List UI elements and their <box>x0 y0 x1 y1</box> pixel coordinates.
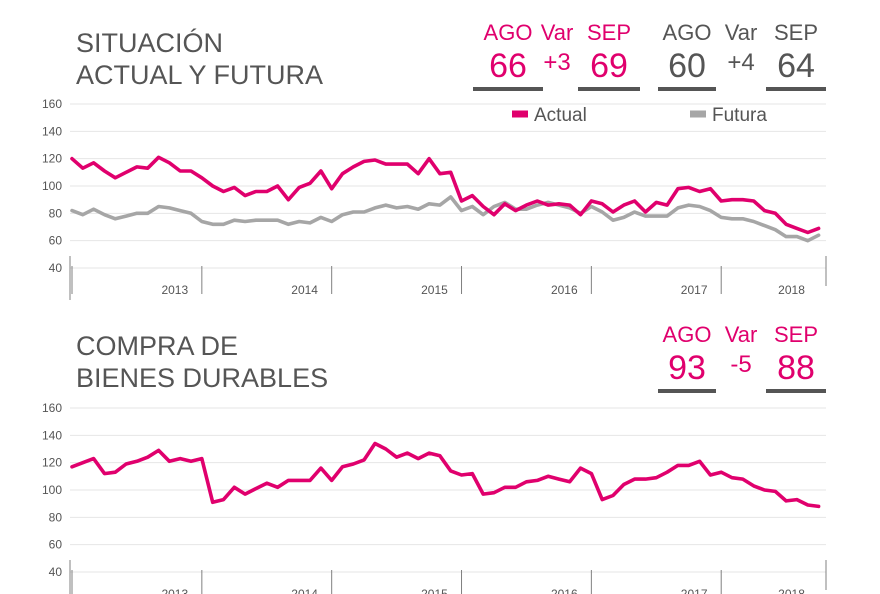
stat-value: +3 <box>543 49 571 76</box>
x-tick-label: 2018 <box>778 587 805 594</box>
chart2-title-line1: COMPRA DE <box>76 331 239 361</box>
stat-ago-futura: AGO 60 <box>658 20 716 91</box>
stat-value: +4 <box>727 49 755 76</box>
x-tick-label: 2015 <box>421 283 448 297</box>
stat-label: Var <box>724 322 758 347</box>
x-tick-label: 2016 <box>551 587 578 594</box>
x-tick-label: 2014 <box>291 587 318 594</box>
stat-value: -5 <box>730 351 752 378</box>
stat-label: SEP <box>773 322 819 347</box>
y-tick-label: 160 <box>42 97 62 111</box>
stat-sep-compra: SEP 88 <box>766 322 826 393</box>
stat-value: 93 <box>668 349 706 387</box>
stat-label: AGO <box>483 20 533 45</box>
x-tick-label: 2013 <box>161 587 188 594</box>
stat-underline <box>766 389 826 393</box>
stat-value: 88 <box>777 349 815 387</box>
y-tick-label: 40 <box>49 261 63 275</box>
stat-var-futura: Var +4 <box>718 20 764 80</box>
stat-sep-actual: SEP 69 <box>578 20 640 91</box>
series-line <box>70 441 821 509</box>
stat-label: AGO <box>662 322 712 347</box>
chart2-title: COMPRA DE BIENES DURABLES <box>76 330 328 394</box>
y-tick-label: 60 <box>49 234 63 248</box>
y-tick-label: 80 <box>49 206 63 220</box>
stat-ago-actual: AGO 66 <box>473 20 543 91</box>
chart2-title-line2: BIENES DURABLES <box>76 363 329 393</box>
y-tick-label: 140 <box>42 428 62 442</box>
x-tick-label: 2014 <box>291 283 318 297</box>
stat-label: AGO <box>662 20 712 45</box>
stat-underline <box>766 87 826 91</box>
series-actual-line <box>70 155 821 235</box>
y-tick-label: 100 <box>42 179 62 193</box>
stat-label: SEP <box>773 20 819 45</box>
y-tick-label: 60 <box>49 538 63 552</box>
y-tick-label: 160 <box>42 401 62 415</box>
stat-underline <box>658 87 716 91</box>
x-tick-label: 2017 <box>681 587 708 594</box>
y-tick-label: 100 <box>42 483 62 497</box>
stat-sep-futura: SEP 64 <box>766 20 826 91</box>
x-tick-label: 2018 <box>778 283 805 297</box>
chart1-title-line2: ACTUAL Y FUTURA <box>76 60 324 90</box>
stat-underline <box>473 87 543 91</box>
stat-label: SEP <box>586 20 632 45</box>
stat-value: 60 <box>668 47 706 85</box>
stat-value: 66 <box>489 47 527 85</box>
x-tick-label: 2013 <box>161 283 188 297</box>
x-tick-label: 2017 <box>681 283 708 297</box>
series-futura-line <box>70 195 821 243</box>
chart1-title-line1: SITUACIÓN <box>76 28 224 58</box>
legend-label-futura: Futura <box>712 105 767 126</box>
y-tick-label: 40 <box>49 565 63 579</box>
stat-value: 69 <box>590 47 628 85</box>
stat-label: Var <box>724 20 758 45</box>
stat-var-compra: Var -5 <box>718 322 764 382</box>
stat-value: 64 <box>777 47 815 85</box>
x-tick-label: 2016 <box>551 283 578 297</box>
y-tick-label: 120 <box>42 456 62 470</box>
stat-underline <box>578 87 640 91</box>
y-tick-label: 120 <box>42 152 62 166</box>
stat-var-actual: Var +3 <box>535 20 579 80</box>
legend-label-actual: Actual <box>534 105 587 126</box>
stat-ago-compra: AGO 93 <box>658 322 716 393</box>
stat-underline <box>658 389 716 393</box>
stat-label: Var <box>540 20 574 45</box>
chart1-title: SITUACIÓN ACTUAL Y FUTURA <box>76 27 323 91</box>
chart1-legend: Actual Futura <box>512 105 767 126</box>
x-tick-label: 2015 <box>421 587 448 594</box>
y-tick-label: 140 <box>42 124 62 138</box>
y-tick-label: 80 <box>49 510 63 524</box>
chart2-plot: 40 60 80 100 120 140 160 2013 2014 2015 2016 2017 20… <box>42 401 827 594</box>
chart1-plot: 40 60 80 100 120 140 160 2013 2014 2015 2016 2017 20… <box>42 97 827 300</box>
